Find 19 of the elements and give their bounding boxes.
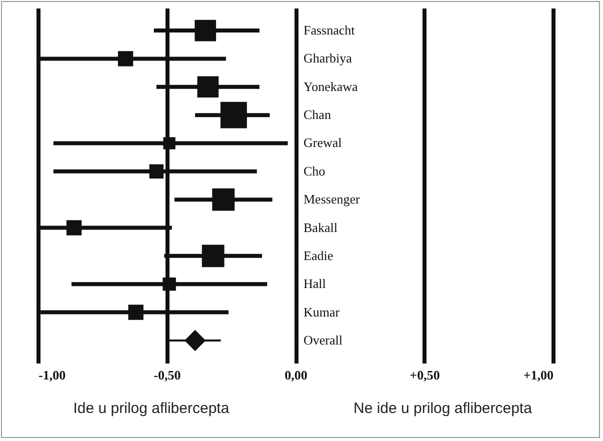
x-tick-label: +1,00 [523, 368, 554, 382]
y-tick-label: Kumar [304, 304, 340, 320]
y-tick-label: Yonekawa [304, 78, 358, 94]
text: Ide u prilog aflibercepta [73, 400, 230, 417]
y-tick-label: Chan [304, 107, 332, 122]
text: Ne ide u prilog aflibercepta [354, 400, 532, 417]
x-tick-label: 0,00 [284, 368, 308, 382]
y-tick-label: Hall [304, 276, 326, 292]
y-tick-label: Messenger [304, 192, 360, 207]
y-tick-label: Overall [304, 332, 343, 348]
x-tick-label: -0,50 [154, 368, 181, 382]
x-tick-label: +0,50 [410, 368, 440, 382]
y-tick-label: Grewal [304, 135, 342, 150]
y-tick-label: Gharbiya [304, 50, 352, 66]
y-tick-label: Eadie [304, 248, 334, 263]
y-tick-label: Bakall [304, 220, 338, 235]
y-tick-label: Fassnacht [304, 22, 356, 38]
x-tick-label: -1,00 [38, 368, 66, 382]
y-tick-label: Cho [304, 163, 326, 178]
